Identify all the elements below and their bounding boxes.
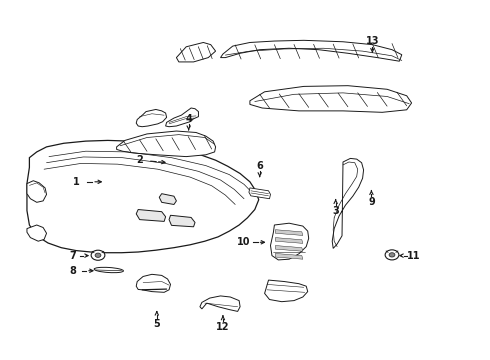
Polygon shape bbox=[275, 246, 303, 251]
Polygon shape bbox=[166, 108, 198, 127]
Polygon shape bbox=[136, 274, 171, 292]
Text: 10: 10 bbox=[237, 237, 251, 247]
Circle shape bbox=[95, 253, 101, 257]
Text: 6: 6 bbox=[256, 161, 263, 171]
Polygon shape bbox=[176, 42, 216, 62]
Circle shape bbox=[91, 250, 105, 260]
Polygon shape bbox=[249, 188, 270, 199]
Circle shape bbox=[389, 253, 395, 257]
Text: 5: 5 bbox=[153, 319, 160, 329]
Text: 13: 13 bbox=[366, 36, 379, 46]
Polygon shape bbox=[27, 225, 47, 241]
Polygon shape bbox=[275, 253, 303, 259]
Polygon shape bbox=[275, 230, 303, 235]
Text: 2: 2 bbox=[136, 155, 143, 165]
Circle shape bbox=[385, 250, 399, 260]
Polygon shape bbox=[265, 280, 308, 302]
Ellipse shape bbox=[94, 267, 123, 273]
Text: 3: 3 bbox=[332, 206, 339, 216]
Polygon shape bbox=[27, 181, 47, 202]
Text: 8: 8 bbox=[69, 266, 76, 276]
Polygon shape bbox=[220, 40, 402, 61]
Polygon shape bbox=[270, 223, 309, 260]
Text: 9: 9 bbox=[368, 197, 375, 207]
Polygon shape bbox=[27, 140, 259, 253]
Polygon shape bbox=[136, 210, 166, 221]
Polygon shape bbox=[117, 131, 216, 157]
Text: 4: 4 bbox=[185, 114, 192, 124]
Polygon shape bbox=[200, 296, 240, 311]
Text: 7: 7 bbox=[69, 251, 76, 261]
Text: 12: 12 bbox=[216, 322, 230, 332]
Text: 11: 11 bbox=[407, 251, 421, 261]
Text: 1: 1 bbox=[73, 177, 79, 187]
Polygon shape bbox=[169, 215, 195, 227]
Polygon shape bbox=[250, 86, 412, 112]
Polygon shape bbox=[332, 158, 364, 248]
Polygon shape bbox=[159, 194, 176, 204]
Polygon shape bbox=[275, 238, 303, 243]
Polygon shape bbox=[136, 109, 167, 127]
